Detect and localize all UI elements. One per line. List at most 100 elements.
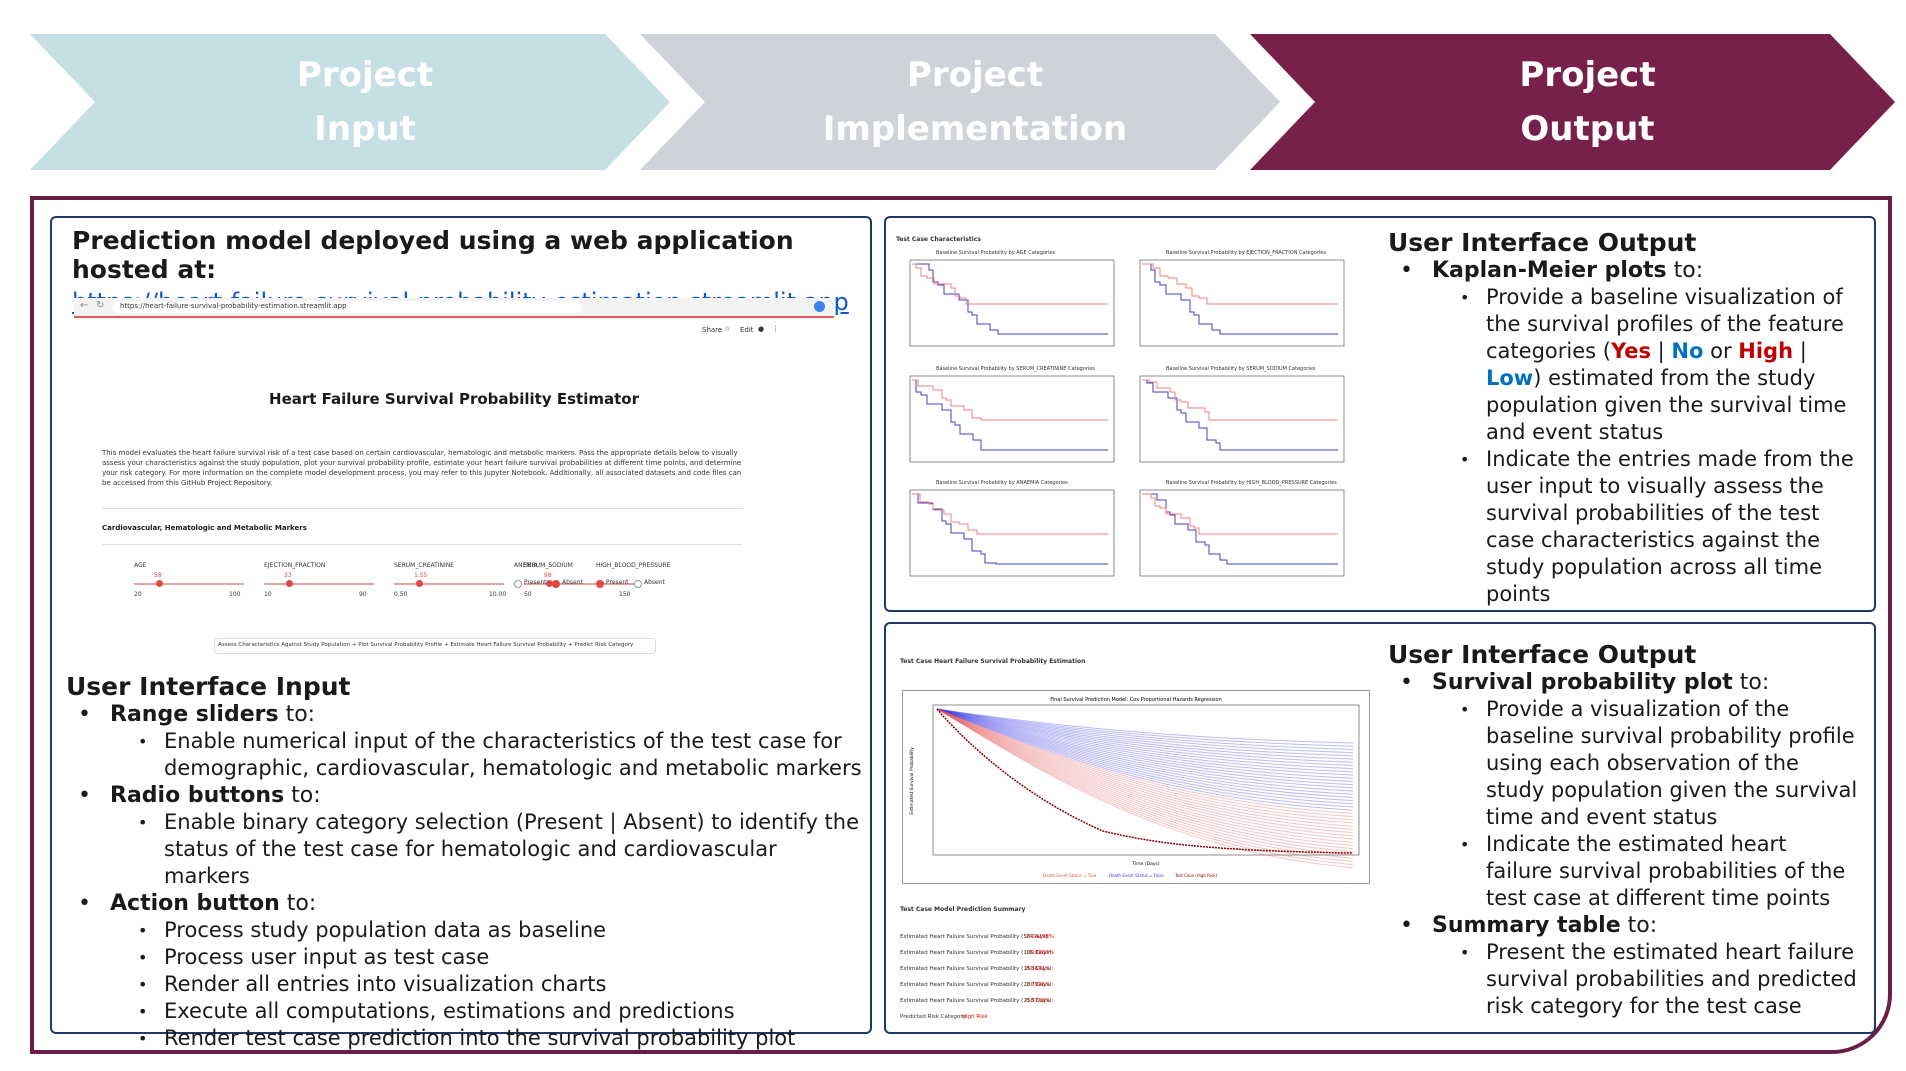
input-sub-bullet: Render test case prediction into the sur… [120, 1025, 866, 1052]
star-icon[interactable]: ☆ [724, 325, 731, 333]
survival-curve [936, 708, 1354, 866]
survival-bullet-1-rest: to: [1732, 670, 1770, 695]
input-bullet-bold: Radio buttons [110, 783, 285, 808]
slider-thumb[interactable] [546, 580, 553, 587]
radio-button[interactable] [596, 580, 604, 588]
slider-value: 33 [284, 572, 292, 579]
survival-curve [936, 708, 1354, 760]
app-title: Heart Failure Survival Probability Estim… [269, 390, 639, 408]
survival-curve [936, 708, 1354, 824]
ui-input-text: User Interface Input Range sliders to:En… [66, 670, 866, 1052]
km-plot-svg [909, 375, 1115, 463]
edit-button[interactable]: Edit [740, 326, 754, 334]
action-button[interactable]: Assess Characteristics Against Study Pop… [214, 638, 656, 654]
slider-max: 10.00 [489, 591, 507, 598]
radio-option: Absent [644, 579, 665, 586]
output-frame [30, 196, 1892, 1054]
ui-input-title: User Interface Input [66, 672, 351, 701]
share-button[interactable]: Share [702, 326, 723, 334]
github-icon[interactable]: ● [758, 325, 765, 333]
radio-button[interactable] [514, 580, 522, 588]
survival-xlabel: Time (Days) [1131, 861, 1159, 867]
menu-icon[interactable]: ⋮ [772, 325, 779, 333]
km-sub-1-post: ) estimated from the study population gi… [1486, 366, 1847, 444]
test-case-curve [936, 708, 1354, 854]
radio-button[interactable] [552, 580, 560, 588]
browser-bar: ← ↻ https://heart-failure-survival-proba… [74, 298, 834, 318]
survival-sub-bullet: Provide a visualization of the baseline … [1442, 696, 1858, 831]
slider-thumb[interactable] [286, 580, 293, 587]
summary-label: Estimated Heart Failure Survival Probabi… [900, 950, 1054, 956]
radio-button[interactable] [634, 580, 642, 588]
km-output-title: User Interface Output [1388, 228, 1697, 257]
survival-legend-item: Test Case (High Risk) [1174, 873, 1218, 878]
survival-legend-item: Death Event Status = True [1043, 873, 1097, 878]
summary-value: 2.7026% [1026, 982, 1051, 988]
survival-curve [936, 708, 1354, 802]
slider-max: 90 [359, 591, 367, 598]
profile-icon[interactable] [814, 301, 825, 312]
phase-output-line1: Project [1519, 55, 1656, 95]
km-sub-1-pre: Provide a baseline visualization of the … [1486, 285, 1844, 363]
input-bullet: Radio buttons to: [66, 782, 866, 809]
slider-track[interactable] [264, 580, 374, 587]
km-plot: Baseline Survival Probability by AGE Cat… [896, 250, 1118, 358]
input-sub-bullet: Enable numerical input of the characteri… [120, 728, 866, 782]
survival-curve [936, 708, 1354, 814]
radio-option: Present [606, 579, 629, 586]
km-plot-svg [909, 259, 1115, 347]
km-plot: Baseline Survival Probability by SERUM_S… [1126, 366, 1348, 474]
slider-track[interactable] [134, 580, 244, 587]
input-sub-bullet: Process study population data as baselin… [120, 917, 866, 944]
km-plot-svg [909, 489, 1115, 577]
phase-output: Project Output [1250, 34, 1895, 170]
app-divider [102, 508, 742, 509]
survival-curve [936, 708, 1354, 792]
reload-icon[interactable]: ↻ [96, 300, 105, 311]
survival-curve [936, 708, 1354, 773]
ui-input-list: Range sliders to:Enable numerical input … [66, 701, 866, 1052]
back-icon[interactable]: ← [80, 300, 89, 311]
km-plot: Baseline Survival Probability by EJECTIO… [1126, 250, 1348, 358]
low-label: Low [1486, 366, 1534, 390]
risk-value: High Risk [962, 1014, 988, 1020]
survival-bullet-2-bold: Summary table [1432, 913, 1621, 938]
app-section-title: Cardiovascular, Hematologic and Metaboli… [102, 524, 307, 532]
survival-curve [936, 708, 1354, 779]
phase-implementation: Project Implementation [640, 34, 1280, 170]
km-bullet-rest: to: [1666, 258, 1704, 283]
survival-curve [936, 708, 1354, 818]
survival-panel: Test Case Heart Failure Survival Probabi… [884, 622, 1876, 1034]
survival-curve [936, 708, 1354, 786]
deploy-header: Prediction model deployed using a web ap… [72, 226, 794, 284]
slider-track[interactable] [524, 580, 634, 587]
no-label: No [1671, 339, 1704, 363]
slider-min: 50 [524, 591, 532, 598]
survival-curve [936, 708, 1354, 747]
summary-label: Estimated Heart Failure Survival Probabi… [900, 934, 1050, 940]
summary-value: 8.3671% [1026, 966, 1051, 972]
survival-plot-title: Final Survival Prediction Model: Cox Pro… [1050, 697, 1222, 703]
survival-curve [936, 708, 1354, 830]
phase-input-line1: Project [296, 55, 434, 95]
summary-title: Test Case Model Prediction Summary [900, 906, 1026, 913]
slider-min: 0.50 [394, 591, 408, 598]
app-divider-2 [102, 544, 742, 545]
slider-thumb[interactable] [416, 580, 423, 587]
slider-track[interactable] [394, 580, 504, 587]
slider-thumb[interactable] [156, 580, 163, 587]
survival-curve [936, 708, 1354, 837]
address-bar[interactable]: https://heart-failure-survival-probabili… [112, 301, 582, 313]
summary-label: Estimated Heart Failure Survival Probabi… [900, 966, 1054, 972]
radio-option: Absent [562, 579, 583, 586]
survival-curve [936, 708, 1354, 843]
survival-curve [936, 708, 1354, 846]
km-plot: Baseline Survival Probability by ANAEMIA… [896, 480, 1118, 588]
phase-implementation-chevron [640, 34, 1280, 170]
km-plot-title: Baseline Survival Probability by ANAEMIA… [936, 480, 1068, 486]
phase-input-line2: Input [314, 109, 416, 149]
input-bullet-bold: Action button [110, 891, 280, 916]
sep-2: | [1793, 339, 1807, 363]
address-text: https://heart-failure-survival-probabili… [120, 302, 347, 310]
survival-curve [936, 708, 1354, 853]
